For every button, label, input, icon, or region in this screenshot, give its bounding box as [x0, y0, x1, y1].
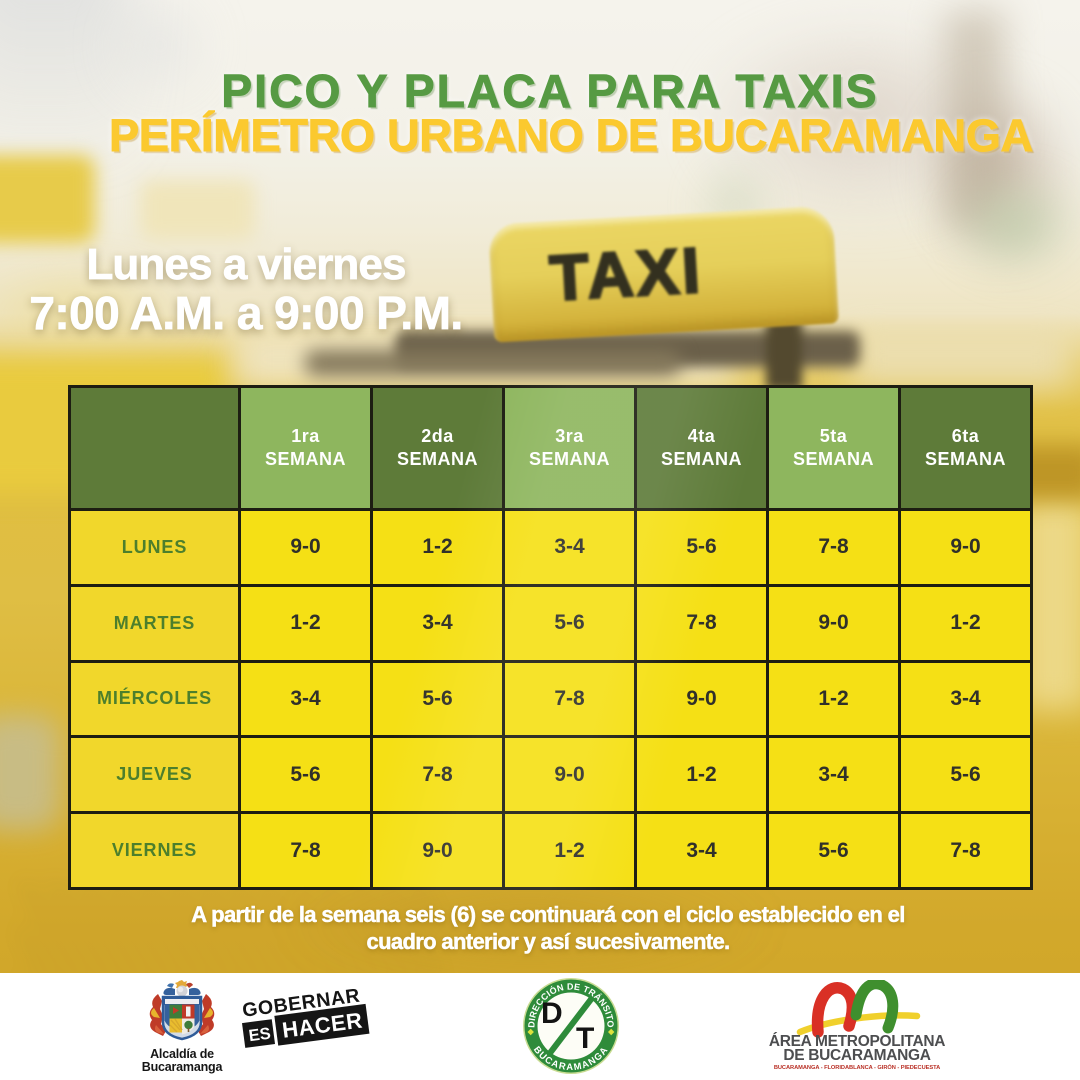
svg-text:D: D — [541, 997, 563, 1030]
svg-text:T: T — [576, 1022, 594, 1055]
svg-text:BUCARAMANGA - FLORIDABLANCA -: BUCARAMANGA - FLORIDABLANCA - GIRÓN - PI… — [774, 1063, 940, 1071]
svg-text:ÁREA METROPOLITANA: ÁREA METROPOLITANA — [769, 1033, 945, 1050]
svg-text:ES: ES — [248, 1025, 272, 1046]
svg-text:DE BUCARAMANGA: DE BUCARAMANGA — [783, 1047, 930, 1064]
